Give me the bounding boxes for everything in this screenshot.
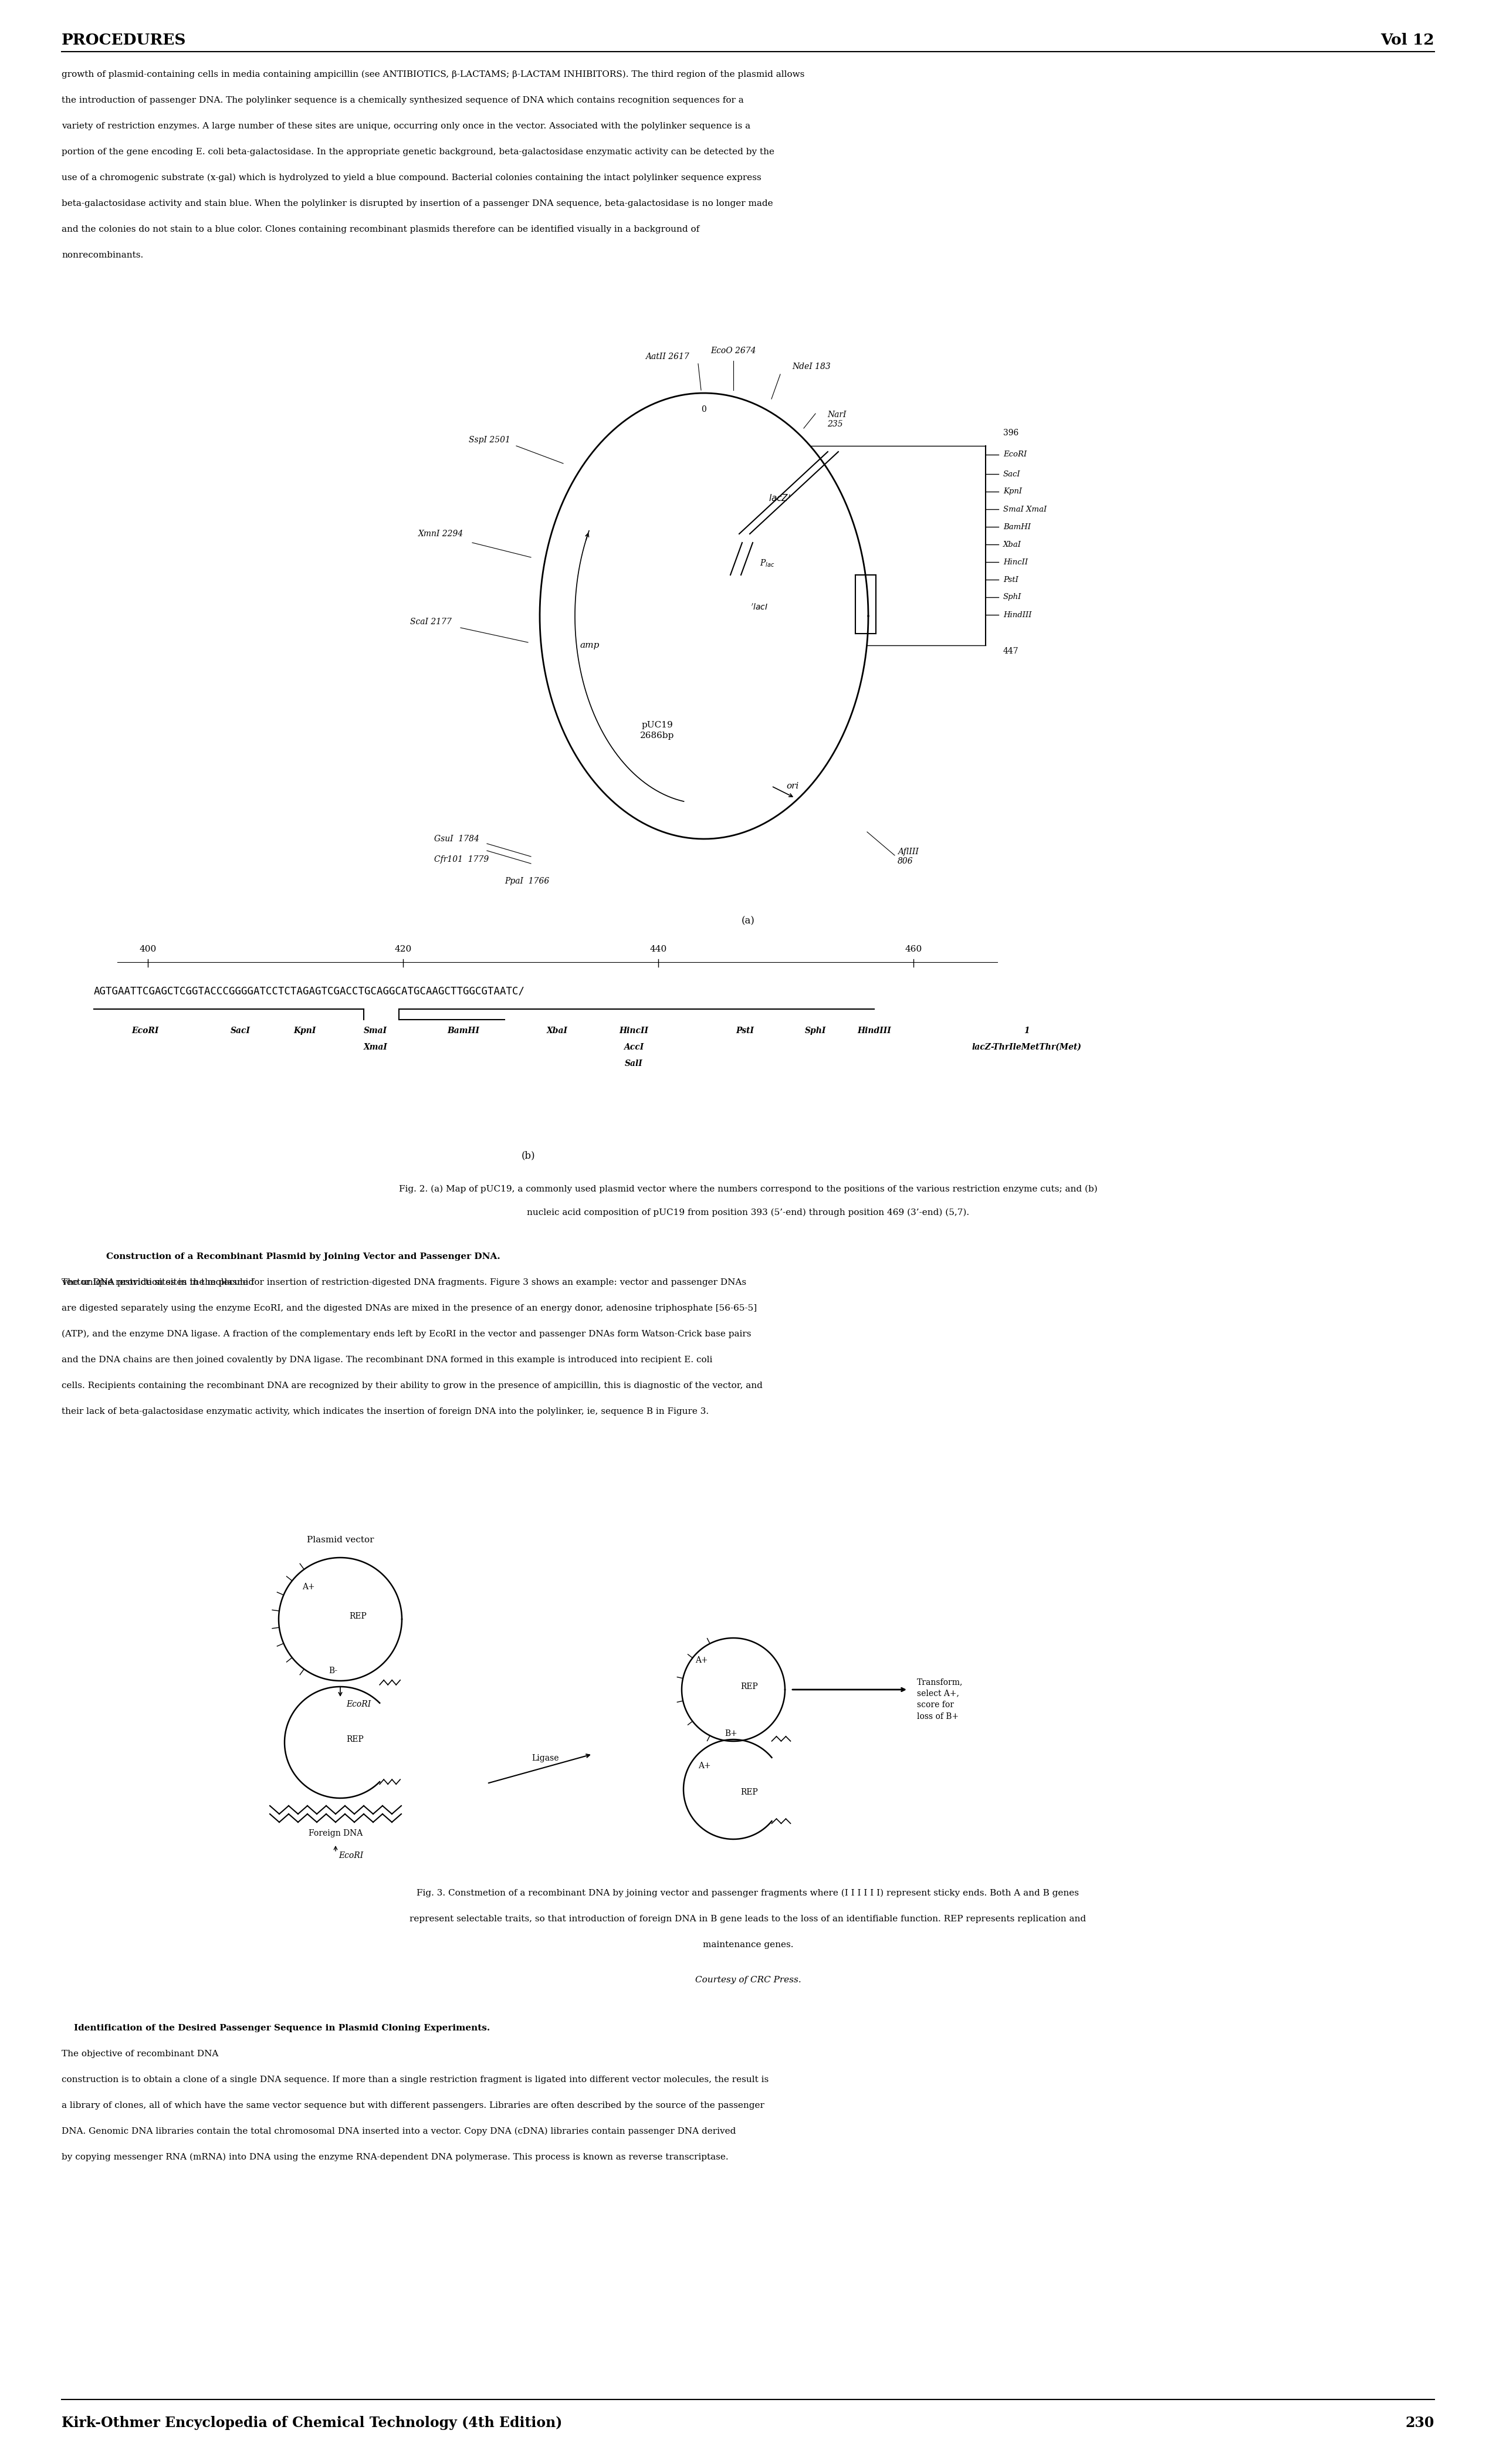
Text: Courtesy of CRC Press.: Courtesy of CRC Press. — [696, 1976, 800, 1984]
Text: Vol 12: Vol 12 — [1381, 32, 1435, 47]
Text: 460: 460 — [905, 946, 922, 954]
Text: SmaI XmaI: SmaI XmaI — [1004, 505, 1047, 513]
Text: Construction of a Recombinant Plasmid by Joining Vector and Passenger DNA.: Construction of a Recombinant Plasmid by… — [94, 1252, 500, 1262]
Text: SspI 2501: SspI 2501 — [468, 436, 510, 444]
Text: use of a chromogenic substrate (x-gal) which is hydrolyzed to yield a blue compo: use of a chromogenic substrate (x-gal) w… — [61, 172, 761, 182]
Text: HincII: HincII — [619, 1027, 648, 1035]
Text: A+: A+ — [699, 1762, 711, 1769]
Text: Cfr101  1779: Cfr101 1779 — [434, 855, 489, 862]
Text: REP: REP — [349, 1611, 367, 1621]
Text: (ATP), and the enzyme DNA ligase. A fraction of the complementary ends left by E: (ATP), and the enzyme DNA ligase. A frac… — [61, 1331, 751, 1338]
Text: PpaI  1766: PpaI 1766 — [504, 877, 549, 885]
Text: XmaI: XmaI — [364, 1042, 387, 1052]
Text: AccI: AccI — [624, 1042, 643, 1052]
Text: SphI: SphI — [1004, 594, 1022, 601]
Text: ori: ori — [785, 781, 799, 791]
Text: nucleic acid composition of pUC19 from position 393 (5’-end) through position 46: nucleic acid composition of pUC19 from p… — [527, 1207, 969, 1217]
Text: P$_{lac}$: P$_{lac}$ — [760, 559, 775, 569]
Text: XbaI: XbaI — [546, 1027, 568, 1035]
Text: (a): (a) — [742, 917, 754, 926]
Text: ScaI 2177: ScaI 2177 — [410, 618, 452, 626]
Text: a library of clones, all of which have the same vector sequence but with differe: a library of clones, all of which have t… — [61, 2102, 764, 2109]
Text: EcoRI: EcoRI — [338, 1850, 364, 1860]
Text: XmnI 2294: XmnI 2294 — [419, 530, 464, 537]
Text: $lacZ'$: $lacZ'$ — [769, 493, 791, 503]
Text: REP: REP — [741, 1683, 758, 1690]
Text: nonrecombinants.: nonrecombinants. — [61, 251, 144, 259]
Text: Fig. 2. (a) Map of pUC19, a commonly used plasmid vector where the numbers corre: Fig. 2. (a) Map of pUC19, a commonly use… — [399, 1185, 1097, 1193]
Text: their lack of beta-galactosidase enzymatic activity, which indicates the inserti: their lack of beta-galactosidase enzymat… — [61, 1407, 709, 1417]
Text: by copying messenger RNA (mRNA) into DNA using the enzyme RNA-dependent DNA poly: by copying messenger RNA (mRNA) into DNA… — [61, 2154, 729, 2161]
Text: SacI: SacI — [230, 1027, 250, 1035]
Text: beta-galactosidase activity and stain blue. When the polylinker is disrupted by : beta-galactosidase activity and stain bl… — [61, 200, 773, 207]
Text: SphI: SphI — [805, 1027, 826, 1035]
Text: HindIII: HindIII — [857, 1027, 892, 1035]
Text: Fig. 3. Constmetion of a recombinant DNA by joining vector and passenger fragmen: Fig. 3. Constmetion of a recombinant DNA… — [417, 1890, 1079, 1897]
Text: PstI: PstI — [1004, 577, 1019, 584]
Text: $'lacI$: $'lacI$ — [751, 604, 767, 611]
Text: KpnI: KpnI — [1004, 488, 1022, 495]
Text: SalI: SalI — [625, 1060, 643, 1067]
Text: SacI: SacI — [1004, 471, 1020, 478]
Text: REP: REP — [741, 1789, 758, 1796]
Text: Plasmid vector: Plasmid vector — [307, 1535, 374, 1545]
Text: the introduction of passenger DNA. The polylinker sequence is a chemically synth: the introduction of passenger DNA. The p… — [61, 96, 744, 103]
Text: 420: 420 — [395, 946, 411, 954]
Text: PROCEDURES: PROCEDURES — [61, 32, 187, 47]
Text: REP: REP — [346, 1735, 364, 1745]
Text: 230: 230 — [1405, 2415, 1435, 2430]
Text: BamHI: BamHI — [1004, 522, 1031, 530]
Text: Transform,
select A+,
score for
loss of B+: Transform, select A+, score for loss of … — [917, 1678, 963, 1720]
Text: portion of the gene encoding E. coli beta-galactosidase. In the appropriate gene: portion of the gene encoding E. coli bet… — [61, 148, 775, 155]
Text: SmaI: SmaI — [364, 1027, 387, 1035]
Text: The objective of recombinant DNA: The objective of recombinant DNA — [61, 2050, 218, 2057]
Text: A+: A+ — [302, 1582, 314, 1592]
Text: maintenance genes.: maintenance genes. — [703, 1942, 793, 1949]
Text: B+: B+ — [724, 1730, 738, 1737]
Text: NarI
235: NarI 235 — [827, 411, 847, 429]
Text: Foreign DNA: Foreign DNA — [308, 1828, 362, 1838]
Text: lacZ-ThrIleMetThr(Met): lacZ-ThrIleMetThr(Met) — [972, 1042, 1082, 1052]
Text: variety of restriction enzymes. A large number of these sites are unique, occurr: variety of restriction enzymes. A large … — [61, 123, 751, 131]
Text: EcoRI: EcoRI — [1004, 451, 1026, 458]
Text: and the colonies do not stain to a blue color. Clones containing recombinant pla: and the colonies do not stain to a blue … — [61, 224, 700, 234]
Text: EcoO 2674: EcoO 2674 — [711, 347, 755, 355]
Text: Kirk-Othmer Encyclopedia of Chemical Technology (4th Edition): Kirk-Othmer Encyclopedia of Chemical Tec… — [61, 2415, 562, 2430]
Text: 396: 396 — [1004, 429, 1019, 436]
Text: (b): (b) — [521, 1151, 536, 1161]
Text: are digested separately using the enzyme EcoRI, and the digested DNAs are mixed : are digested separately using the enzyme… — [61, 1303, 757, 1313]
Text: construction is to obtain a clone of a single DNA sequence. If more than a singl: construction is to obtain a clone of a s… — [61, 2075, 769, 2085]
Text: AflIII
806: AflIII 806 — [898, 848, 919, 865]
Text: A+: A+ — [696, 1656, 708, 1663]
Text: KpnI: KpnI — [293, 1027, 316, 1035]
Text: 1: 1 — [1023, 1027, 1029, 1035]
Text: DNA. Genomic DNA libraries contain the total chromosomal DNA inserted into a vec: DNA. Genomic DNA libraries contain the t… — [61, 2126, 736, 2136]
Text: HindIII: HindIII — [1004, 611, 1032, 618]
Text: and the DNA chains are then joined covalently by DNA ligase. The recombinant DNA: and the DNA chains are then joined coval… — [61, 1355, 712, 1365]
Text: growth of plasmid-containing cells in media containing ampicillin (see ANTIBIOTI: growth of plasmid-containing cells in me… — [61, 71, 805, 79]
Text: represent selectable traits, so that introduction of foreign DNA in B gene leads: represent selectable traits, so that int… — [410, 1915, 1086, 1922]
Text: GsuI  1784: GsuI 1784 — [434, 835, 479, 843]
Text: pUC19
2686bp: pUC19 2686bp — [640, 722, 675, 739]
Text: 400: 400 — [139, 946, 157, 954]
Text: PstI: PstI — [736, 1027, 754, 1035]
Text: EcoRI: EcoRI — [132, 1027, 159, 1035]
Text: The unique restriction sites in the plasmid: The unique restriction sites in the plas… — [61, 1279, 254, 1286]
Text: NdeI 183: NdeI 183 — [791, 362, 830, 370]
Text: 440: 440 — [649, 946, 667, 954]
Text: cells. Recipients containing the recombinant DNA are recognized by their ability: cells. Recipients containing the recombi… — [61, 1382, 763, 1390]
Text: BamHI: BamHI — [447, 1027, 480, 1035]
Text: 0: 0 — [702, 407, 706, 414]
Text: Ligase: Ligase — [533, 1754, 560, 1762]
Text: AGTGAATTCGAGCTCGGTACCCGGGGATCCTCTAGAGTCGACCTGCAGGCATGCAAGCTTGGCGTAATC/: AGTGAATTCGAGCTCGGTACCCGGGGATCCTCTAGAGTCG… — [94, 986, 525, 998]
Text: AatII 2617: AatII 2617 — [645, 352, 690, 360]
Text: amp: amp — [580, 641, 600, 650]
Text: HincII: HincII — [1004, 559, 1028, 567]
Text: B-: B- — [329, 1666, 338, 1676]
Text: 447: 447 — [1004, 648, 1019, 655]
Text: EcoRI: EcoRI — [346, 1700, 371, 1708]
Text: vector DNA provide sites in the molecule for insertion of restriction-digested D: vector DNA provide sites in the molecule… — [61, 1279, 747, 1286]
Text: XbaI: XbaI — [1004, 540, 1022, 549]
Text: Identification of the Desired Passenger Sequence in Plasmid Cloning Experiments.: Identification of the Desired Passenger … — [61, 2023, 491, 2033]
